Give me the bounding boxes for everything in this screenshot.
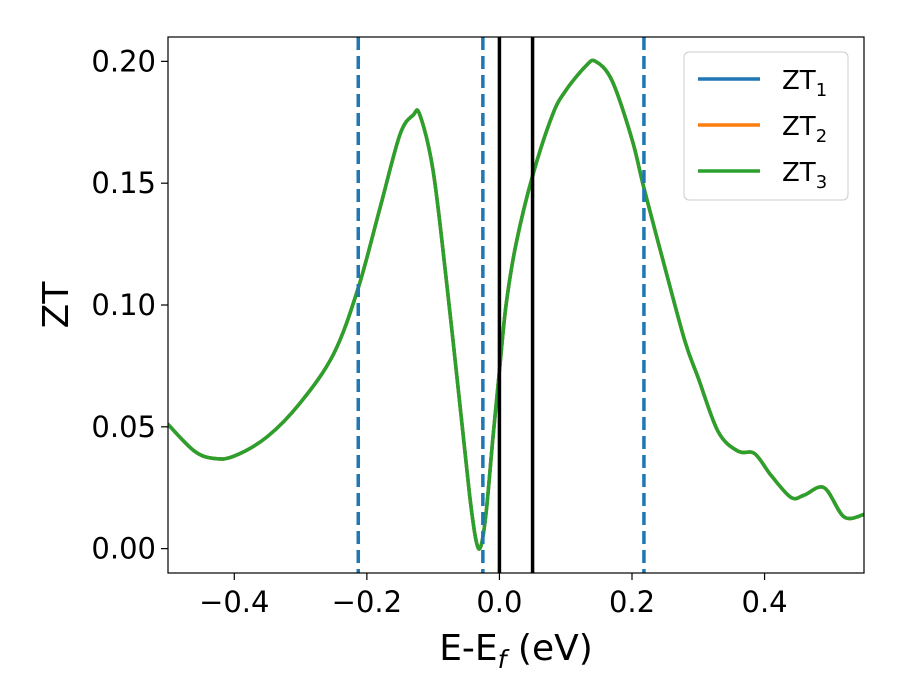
x-ticks-group: −0.4 −0.2 0.0 0.2 0.4 (199, 573, 788, 619)
plot-series-group (168, 58, 864, 551)
x-axis-label-main: E-E (439, 628, 497, 669)
legend: ZT1 ZT2 ZT3 (683, 51, 849, 201)
legend-entries: ZT1 ZT2 ZT3 (698, 66, 827, 193)
x-axis-label-unit: (eV) (506, 628, 592, 669)
y-tick-label: 0.05 (91, 410, 156, 444)
plot-vlines-group (356, 37, 646, 573)
x-tick-label: 0.2 (609, 585, 655, 619)
legend-label-zt2: ZT2 (782, 112, 827, 147)
x-axis-label: E-Ef (eV) (439, 628, 593, 674)
legend-label-zt1: ZT1 (782, 66, 827, 101)
series-line-zt3 (168, 58, 864, 551)
y-tick-label: 0.20 (91, 44, 156, 78)
y-ticks-group: 0.00 0.05 0.10 0.15 0.20 (91, 44, 168, 566)
y-axis-label: ZT (36, 281, 77, 329)
x-tick-label: 0.0 (476, 585, 522, 619)
y-tick-label: 0.15 (91, 166, 156, 200)
y-tick-label: 0.00 (91, 532, 156, 566)
x-tick-label: −0.2 (332, 585, 402, 619)
legend-label-zt3: ZT3 (782, 158, 827, 193)
x-tick-label: −0.4 (199, 585, 269, 619)
y-tick-label: 0.10 (91, 288, 156, 322)
legend-box (683, 51, 849, 201)
x-tick-label: 0.4 (742, 585, 788, 619)
